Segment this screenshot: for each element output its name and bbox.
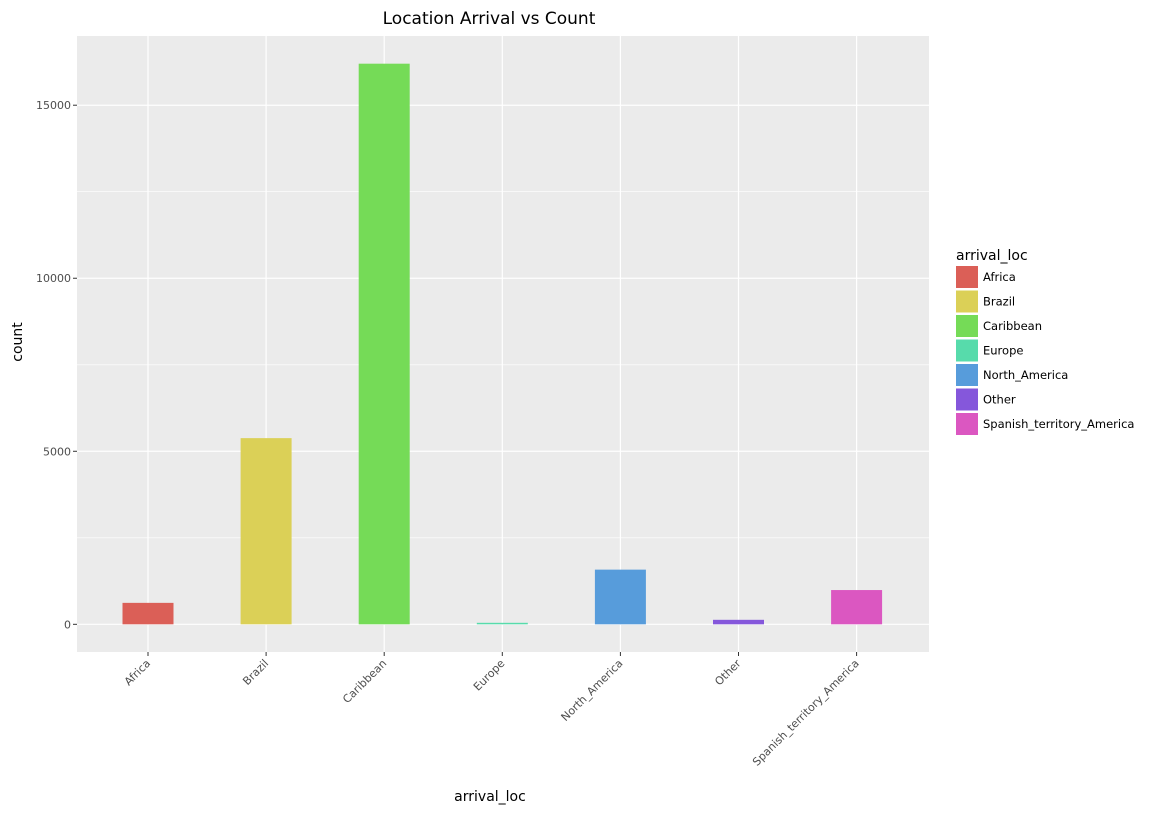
x-tick-label: Other bbox=[712, 657, 744, 689]
bar-North_America bbox=[594, 569, 646, 625]
x-tick-label: North_America bbox=[559, 657, 626, 724]
bar-Other bbox=[713, 619, 764, 625]
major-gridlines bbox=[77, 36, 929, 652]
legend-label: Europe bbox=[983, 344, 1023, 358]
bar-Spanish_territory_America bbox=[831, 590, 883, 625]
x-axis: Africa Brazil Caribbean Europe North_America… bbox=[122, 652, 862, 769]
legend-label: Brazil bbox=[983, 295, 1015, 309]
legend-swatch bbox=[956, 364, 978, 386]
legend-label: Other bbox=[983, 393, 1016, 407]
legend-swatch bbox=[956, 290, 978, 313]
x-tick-label: Europe bbox=[471, 657, 508, 694]
legend-label: North_America bbox=[983, 368, 1068, 382]
y-axis-title: count bbox=[10, 322, 26, 362]
legend-title: arrival_loc bbox=[956, 248, 1028, 264]
legend-swatch bbox=[956, 388, 978, 411]
legend-swatch bbox=[956, 413, 978, 435]
y-axis: 0 5000 10000 15000 bbox=[36, 99, 77, 631]
plot-panel bbox=[77, 36, 929, 652]
x-tick-label: Brazil bbox=[240, 657, 271, 688]
bar-Caribbean bbox=[358, 63, 410, 625]
legend-label: Spanish_territory_America bbox=[983, 417, 1134, 431]
y-tick-label: 15000 bbox=[36, 99, 71, 112]
legend: arrival_loc Africa Brazil Caribbean Europe N… bbox=[956, 248, 1134, 435]
legend-label: Africa bbox=[983, 270, 1016, 284]
x-tick-label: Africa bbox=[122, 657, 153, 688]
legend-swatch bbox=[956, 315, 978, 337]
y-tick-label: 5000 bbox=[43, 445, 71, 458]
legend-swatch bbox=[956, 339, 978, 362]
x-tick-label: Caribbean bbox=[340, 657, 389, 706]
minor-gridlines bbox=[77, 191, 929, 539]
bar-Brazil bbox=[240, 438, 292, 625]
legend-label: Caribbean bbox=[983, 319, 1042, 333]
legend-swatch bbox=[956, 266, 978, 288]
x-axis-title: arrival_loc bbox=[454, 789, 526, 805]
bar-Africa bbox=[122, 602, 174, 625]
y-tick-label: 10000 bbox=[36, 272, 71, 285]
chart-title: Location Arrival vs Count bbox=[383, 9, 596, 29]
y-tick-label: 0 bbox=[64, 618, 71, 631]
x-tick-label: Spanish_territory_America bbox=[750, 657, 862, 769]
bar-Europe bbox=[476, 622, 528, 625]
bars bbox=[122, 63, 883, 625]
